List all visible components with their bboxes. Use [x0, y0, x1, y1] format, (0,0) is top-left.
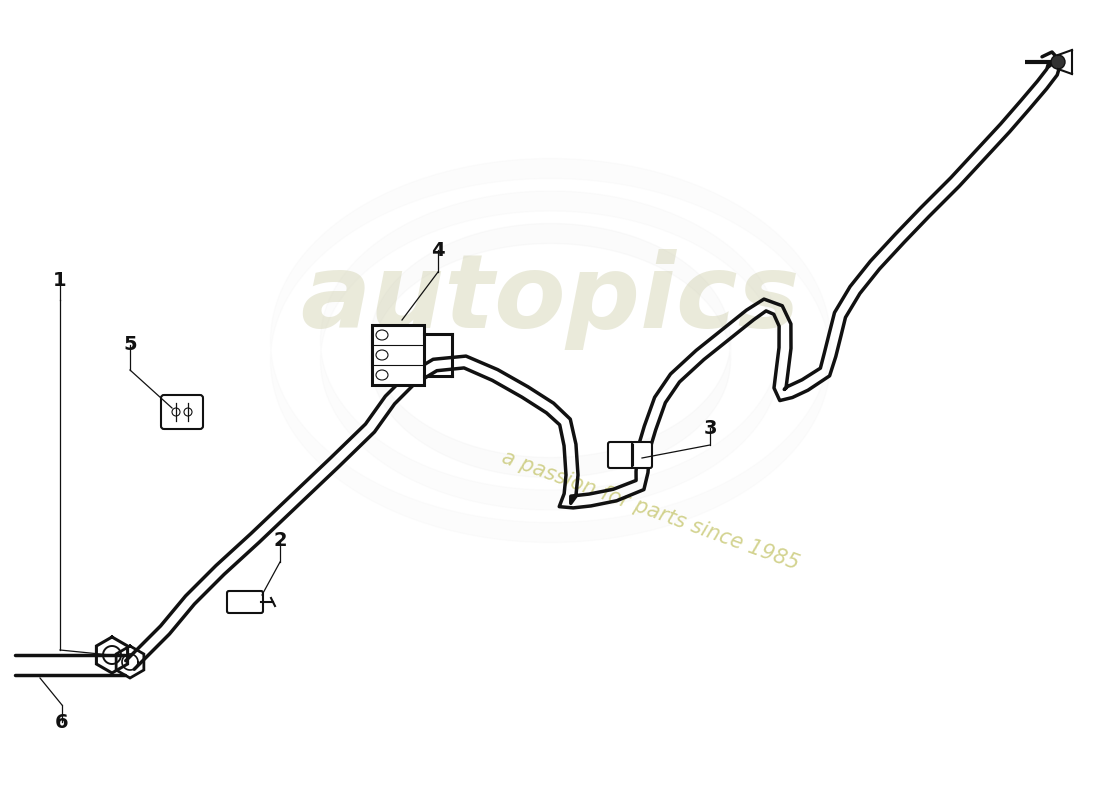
FancyBboxPatch shape: [632, 442, 652, 468]
Text: 3: 3: [703, 418, 717, 438]
Ellipse shape: [376, 330, 388, 340]
Text: 5: 5: [123, 335, 136, 354]
Ellipse shape: [376, 370, 388, 380]
Text: 6: 6: [55, 713, 69, 731]
Text: a passion for parts since 1985: a passion for parts since 1985: [498, 446, 802, 574]
FancyBboxPatch shape: [608, 442, 634, 468]
Text: 1: 1: [53, 270, 67, 290]
Circle shape: [1050, 55, 1065, 69]
Text: autopics: autopics: [300, 250, 800, 350]
FancyBboxPatch shape: [161, 395, 204, 429]
Bar: [372, 325, 424, 385]
Ellipse shape: [376, 350, 388, 360]
Text: 4: 4: [431, 241, 444, 259]
FancyBboxPatch shape: [227, 591, 263, 613]
Text: 2: 2: [273, 530, 287, 550]
